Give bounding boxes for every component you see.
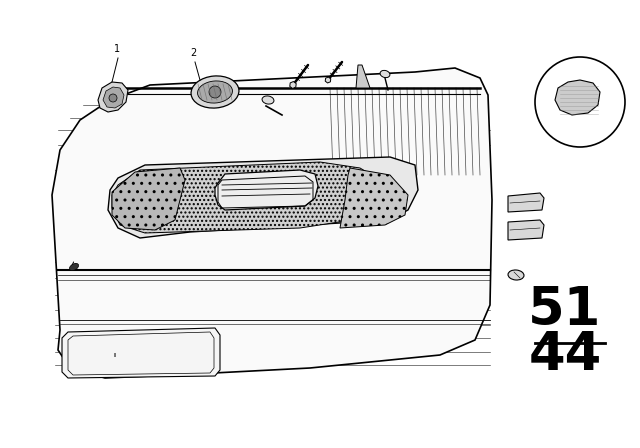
Polygon shape	[508, 220, 544, 240]
Polygon shape	[108, 157, 418, 238]
Polygon shape	[62, 328, 220, 378]
Ellipse shape	[508, 270, 524, 280]
Text: II: II	[113, 353, 116, 358]
Circle shape	[209, 86, 221, 98]
Polygon shape	[52, 68, 492, 378]
Ellipse shape	[191, 76, 239, 108]
Ellipse shape	[380, 70, 390, 78]
Polygon shape	[215, 170, 318, 210]
Polygon shape	[98, 82, 128, 112]
Text: 44: 44	[529, 329, 602, 381]
Circle shape	[109, 94, 117, 102]
Polygon shape	[112, 168, 185, 230]
Text: 1: 1	[114, 44, 120, 54]
Ellipse shape	[262, 96, 274, 104]
Ellipse shape	[69, 263, 79, 271]
Text: 51: 51	[528, 284, 602, 336]
Polygon shape	[508, 193, 544, 212]
Polygon shape	[340, 168, 408, 228]
Ellipse shape	[198, 81, 232, 103]
Polygon shape	[112, 162, 382, 233]
Polygon shape	[356, 65, 370, 88]
Polygon shape	[103, 87, 124, 108]
Text: 2: 2	[190, 48, 196, 58]
Polygon shape	[555, 80, 600, 115]
